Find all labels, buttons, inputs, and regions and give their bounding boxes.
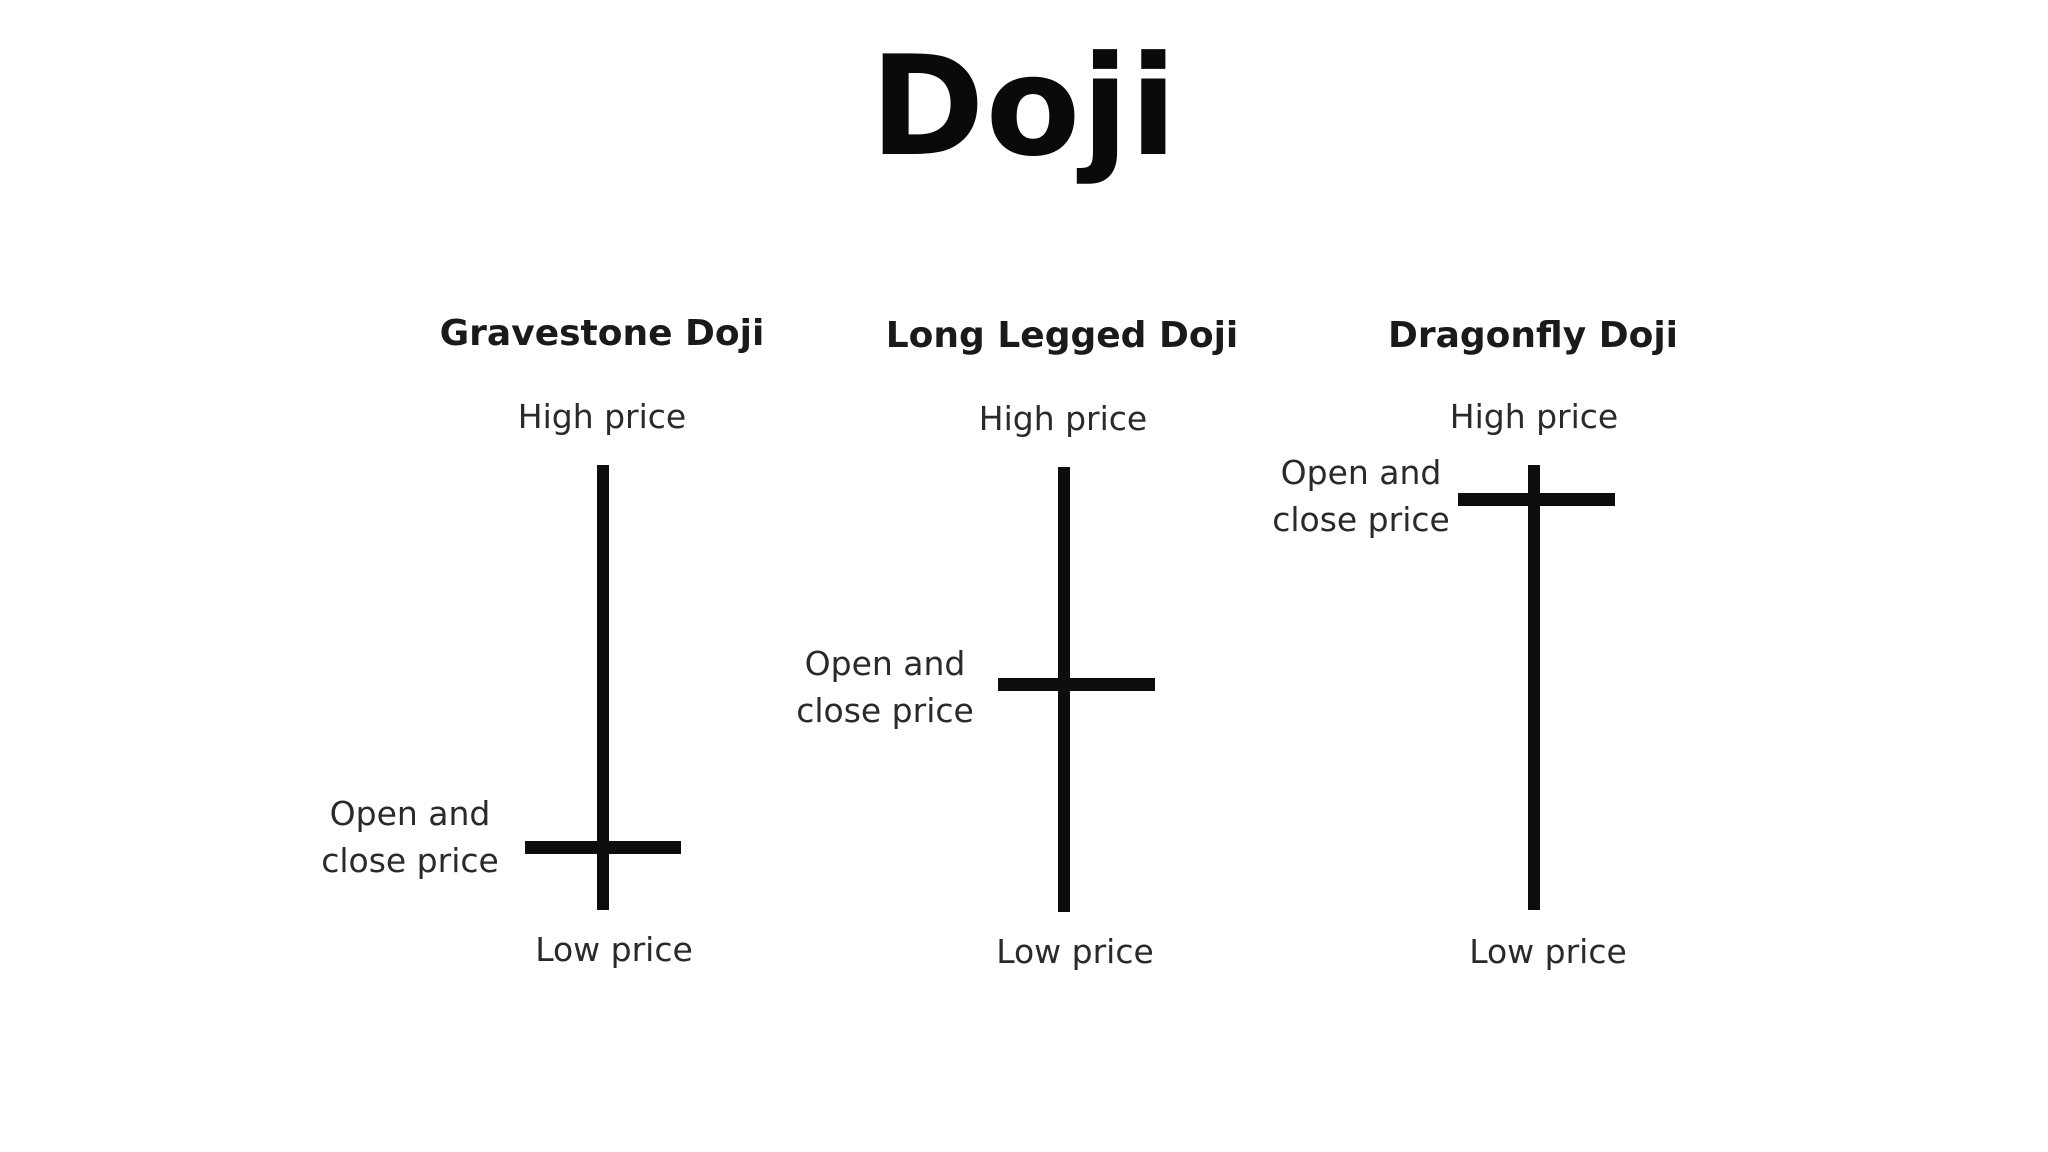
- candle-wick: [597, 465, 609, 910]
- high-price-label: High price: [978, 399, 1148, 438]
- high-price-label: High price: [517, 397, 687, 436]
- high-price-label: High price: [1449, 397, 1619, 436]
- panel-title-gravestone: Gravestone Doji: [439, 313, 765, 354]
- open-close-label-line1: Open and: [329, 794, 491, 833]
- open-close-label: Open and close price: [1251, 449, 1471, 543]
- open-close-label-line2: close price: [1272, 500, 1450, 539]
- low-price-label: Low price: [535, 930, 693, 969]
- page-title: Doji: [870, 26, 1178, 187]
- low-price-label: Low price: [1469, 932, 1627, 971]
- open-close-bar: [525, 841, 681, 854]
- open-close-label: Open and close price: [775, 640, 995, 734]
- open-close-label-line1: Open and: [1280, 453, 1442, 492]
- open-close-label-line2: close price: [796, 691, 974, 730]
- open-close-label: Open and close price: [300, 790, 520, 884]
- low-price-label: Low price: [996, 932, 1154, 971]
- open-close-label-line2: close price: [321, 841, 499, 880]
- open-close-bar: [998, 678, 1155, 691]
- candle-wick: [1528, 465, 1540, 910]
- panel-title-dragonfly: Dragonfly Doji: [1387, 315, 1679, 356]
- open-close-bar: [1458, 493, 1615, 506]
- open-close-label-line1: Open and: [804, 644, 966, 683]
- panel-title-long-legged: Long Legged Doji: [885, 315, 1239, 356]
